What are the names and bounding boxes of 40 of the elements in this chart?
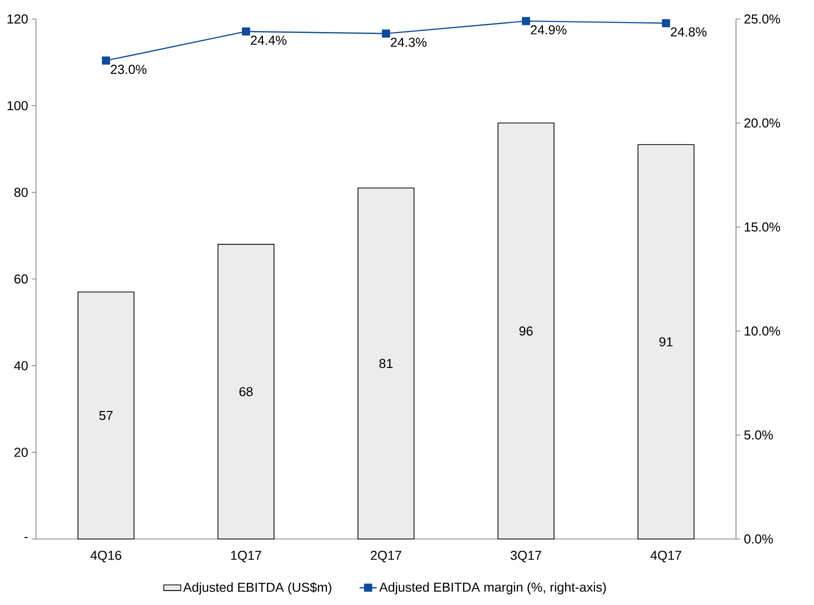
point	[382, 29, 390, 38]
bar	[78, 292, 134, 540]
x-tick-label: 3Q17	[510, 550, 542, 562]
data-label: 68	[239, 387, 253, 396]
y-tick-label: 20	[14, 448, 28, 457]
bar	[358, 188, 414, 540]
data-label: 81	[379, 358, 393, 368]
legend-label: Adjusted EBITDA margin (%, right-axis)	[379, 582, 606, 594]
data-label: 23.0%	[110, 64, 146, 74]
point	[102, 56, 110, 65]
point	[242, 27, 250, 36]
point	[522, 16, 530, 26]
data-label: 24.3%	[390, 38, 426, 47]
x-tick-label: 4Q17	[650, 550, 682, 562]
y2-tick-label: 25.0%	[744, 14, 780, 24]
data-label: 24.4%	[250, 36, 286, 45]
y2-tick-label: 0.0%	[744, 534, 773, 544]
y2-tick-label: 5.0%	[744, 430, 773, 440]
legend-label: Adjusted EBITDA (US$m)	[183, 582, 332, 594]
data-label: 57	[99, 410, 113, 420]
bar	[498, 122, 554, 540]
x-tick-label: 4Q16	[90, 550, 122, 562]
x-tick-label: 1Q17	[231, 550, 262, 562]
y-tick-label: 80	[14, 188, 28, 197]
y-tick-label: 100	[8, 101, 28, 110]
y-tick-label: 60	[14, 274, 28, 284]
y-tick-label: -	[24, 537, 28, 538]
y2-tick-label: 10.0%	[744, 326, 780, 336]
y2-tick-label: 15.0%	[744, 222, 780, 232]
x-tick-label: 2Q17	[370, 550, 402, 562]
data-label: 24.8%	[670, 27, 706, 37]
data-label: 24.9%	[530, 25, 566, 34]
data-label: 96	[519, 326, 533, 336]
y-tick-label: 40	[14, 361, 28, 370]
bar	[218, 244, 274, 540]
y-tick-label: 120	[8, 14, 28, 24]
y2-tick-label: 20.0%	[744, 118, 780, 128]
bar	[638, 144, 694, 540]
data-label: 91	[659, 337, 673, 346]
point	[662, 19, 670, 28]
